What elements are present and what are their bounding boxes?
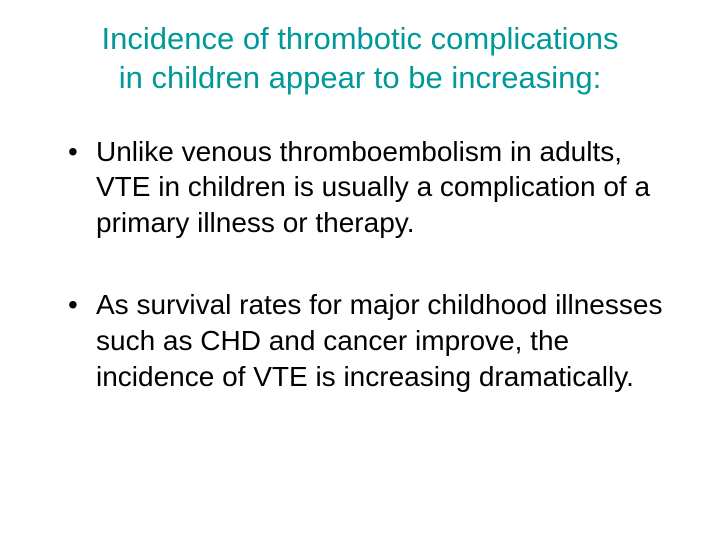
title-line-2: in children appear to be increasing: <box>119 60 602 95</box>
slide: Incidence of thrombotic complications in… <box>0 0 720 540</box>
bullet-item: Unlike venous thromboembolism in adults,… <box>68 134 670 241</box>
bullet-text: Unlike venous thromboembolism in adults,… <box>96 136 650 239</box>
title-line-1: Incidence of thrombotic complications <box>102 21 619 56</box>
bullet-list: Unlike venous thromboembolism in adults,… <box>50 134 670 395</box>
slide-title: Incidence of thrombotic complications in… <box>50 20 670 98</box>
bullet-item: As survival rates for major childhood il… <box>68 287 670 394</box>
spacer <box>68 241 670 287</box>
bullet-text: As survival rates for major childhood il… <box>96 289 662 392</box>
